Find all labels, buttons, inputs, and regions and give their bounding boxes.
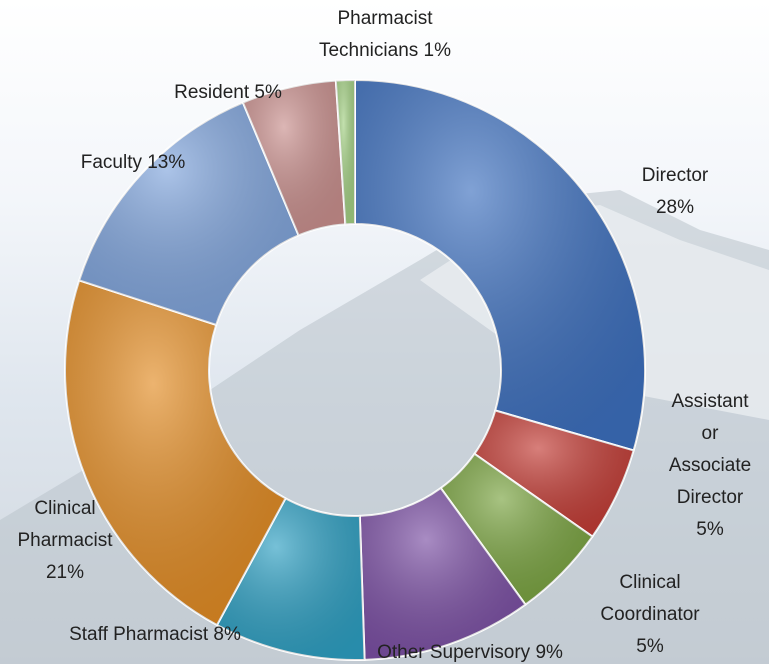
- slice-label: Pharmacist Technicians 1%: [319, 3, 451, 67]
- slice-label: Staff Pharmacist 8%: [69, 619, 241, 651]
- chart-canvas: [0, 0, 769, 664]
- slice-label: Faculty 13%: [81, 147, 186, 179]
- slice-label: Resident 5%: [174, 77, 282, 109]
- slice-label: Other Supervisory 9%: [377, 637, 563, 664]
- slice-label: Clinical Pharmacist 21%: [17, 493, 112, 589]
- slice-label: Assistant or Associate Director 5%: [669, 386, 751, 546]
- slice-label: Director 28%: [628, 160, 722, 224]
- slice-label: Clinical Coordinator 5%: [600, 567, 699, 663]
- chart: Director 28% Assistant or Associate Direc…: [0, 0, 769, 664]
